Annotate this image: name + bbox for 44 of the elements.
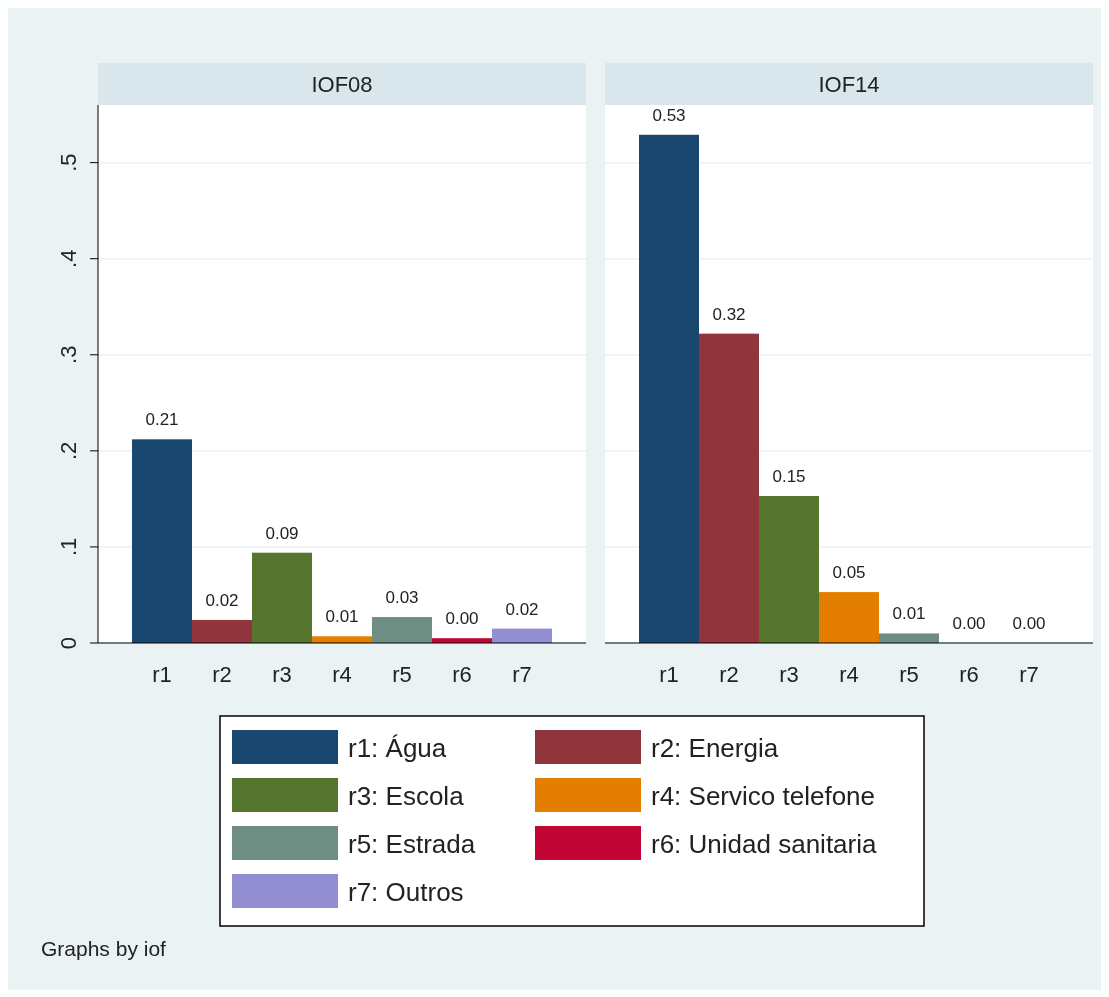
y-tick-label: .4 <box>56 249 81 268</box>
data-label: 0.01 <box>325 607 359 627</box>
x-tick-label: r5 <box>899 662 919 687</box>
legend-label: r1: Água <box>348 733 447 763</box>
data-label: 0.00 <box>445 609 479 629</box>
x-tick-label: r7 <box>512 662 532 687</box>
x-tick-label: r1 <box>152 662 172 687</box>
data-label: 0.05 <box>832 563 866 583</box>
x-tick-label: r5 <box>392 662 412 687</box>
data-label: 0.02 <box>505 599 539 619</box>
data-label: 0.01 <box>892 604 926 624</box>
y-tick-label: .5 <box>56 153 81 172</box>
x-tick-label: r7 <box>1019 662 1039 687</box>
data-label: 0.53 <box>652 105 686 125</box>
data-label: 0.02 <box>205 590 239 610</box>
x-tick-label: r1 <box>659 662 679 687</box>
data-label: 0.03 <box>385 588 419 608</box>
legend-label: r5: Estrada <box>348 829 476 859</box>
x-tick-label: r6 <box>959 662 979 687</box>
chart-title: IOF08 <box>311 72 373 97</box>
x-tick-label: r4 <box>332 662 352 687</box>
y-tick-label: .2 <box>56 441 81 461</box>
chart-title: IOF14 <box>818 72 880 97</box>
legend-label: r2: Energia <box>651 733 779 763</box>
data-label: 0.21 <box>145 410 179 430</box>
data-label: 0.09 <box>265 523 299 543</box>
x-tick-label: r3 <box>779 662 799 687</box>
legend-label: r3: Escola <box>348 781 465 811</box>
y-tick-label: 0 <box>56 636 81 650</box>
legend-label: r4: Servico telefone <box>651 781 876 811</box>
x-tick-label: r2 <box>719 662 739 687</box>
y-tick-label: .1 <box>56 537 81 557</box>
legend-label: r7: Outros <box>348 877 464 907</box>
data-label: 0.32 <box>712 304 746 324</box>
data-label: 0.15 <box>772 467 806 487</box>
text: Graphs by iof <box>41 937 167 960</box>
x-tick-label: r2 <box>212 662 232 687</box>
data-label: 0.00 <box>1012 614 1046 633</box>
data-label: 0.00 <box>952 614 986 633</box>
x-tick-label: r4 <box>839 662 859 687</box>
y-tick-label: .3 <box>56 345 81 364</box>
x-tick-label: r6 <box>452 662 472 687</box>
legend-label: r6: Unidad sanitaria <box>651 829 877 859</box>
x-tick-label: r3 <box>272 662 292 687</box>
